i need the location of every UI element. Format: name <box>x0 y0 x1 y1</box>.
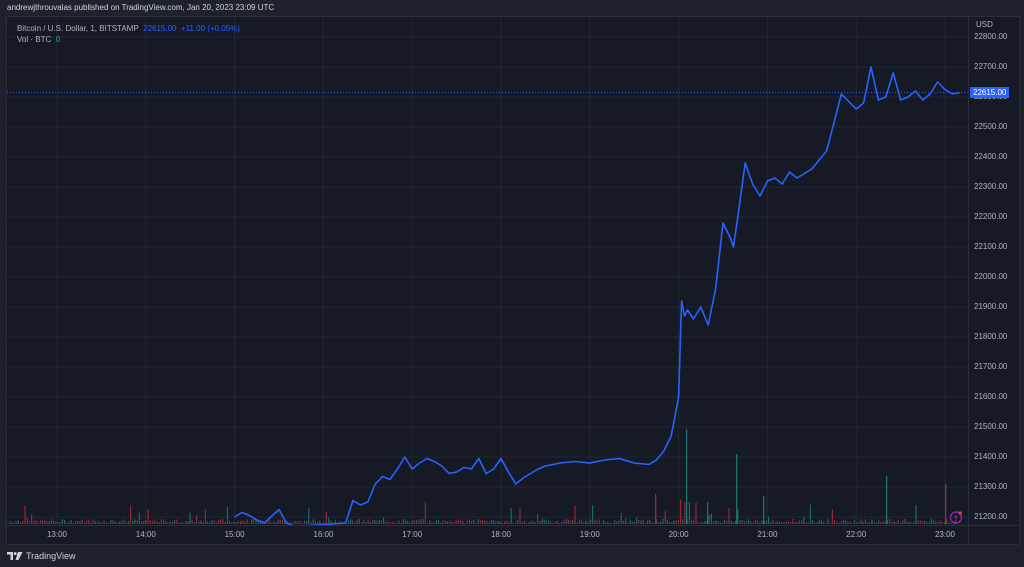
current-price-tag: 22615.00 <box>970 87 1010 98</box>
symbol-legend-row[interactable]: Bitcoin / U.S. Dollar, 1, BITSTAMP 22615… <box>17 23 240 34</box>
time-axis-label: 18:00 <box>490 530 512 539</box>
price-axis-label: 22200.00 <box>974 212 1008 221</box>
time-axis-label: 17:00 <box>402 530 423 539</box>
time-axis-label: 22:00 <box>846 530 867 539</box>
price-axis-label: 21300.00 <box>974 482 1008 491</box>
time-axis-label: 19:00 <box>579 530 600 539</box>
price-axis-label: 22800.00 <box>974 32 1008 41</box>
tradingview-logo-icon <box>7 551 23 560</box>
tradingview-brand: TradingView <box>26 551 76 561</box>
tradingview-logo[interactable]: TradingView <box>7 551 76 561</box>
price-change: +11.00 (+0.05%) <box>180 24 240 33</box>
price-axis-label: 21900.00 <box>974 302 1008 311</box>
volume-value: 0 <box>55 35 61 44</box>
symbol-name: Bitcoin / U.S. Dollar, 1, BITSTAMP <box>17 24 139 33</box>
time-axis-label: 16:00 <box>313 530 334 539</box>
time-axis-label: 13:00 <box>46 530 68 539</box>
time-axis-label: 20:00 <box>668 530 689 539</box>
price-axis-label: 21700.00 <box>974 362 1008 371</box>
volume-label: Vol · BTC <box>17 35 52 44</box>
time-axis-divider <box>7 525 1019 526</box>
currency-label: USD <box>976 20 993 29</box>
price-axis-label: 22400.00 <box>974 152 1008 161</box>
price-chart[interactable] <box>7 17 1019 544</box>
lightning-alert-icon[interactable] <box>949 510 963 524</box>
price-axis-label: 21600.00 <box>974 392 1008 401</box>
price-axis-divider <box>968 17 969 544</box>
chart-legend: Bitcoin / U.S. Dollar, 1, BITSTAMP 22615… <box>17 23 240 45</box>
published-caption: andrewjthrouvalas published on TradingVi… <box>7 3 275 12</box>
time-axis-label: 23:00 <box>934 530 956 539</box>
price-axis-label: 22100.00 <box>974 242 1008 251</box>
time-axis-label: 21:00 <box>757 530 778 539</box>
time-axis-label: 15:00 <box>224 530 245 539</box>
price-axis-label: 22000.00 <box>974 272 1008 281</box>
chart-pane[interactable]: Bitcoin / U.S. Dollar, 1, BITSTAMP 22615… <box>6 16 1020 545</box>
last-price: 22615.00 <box>143 24 177 33</box>
price-axis-label: 21400.00 <box>974 452 1008 461</box>
price-axis-label: 22700.00 <box>974 62 1008 71</box>
price-axis-label: 21500.00 <box>974 422 1008 431</box>
price-axis-label: 22300.00 <box>974 182 1008 191</box>
time-axis-label: 14:00 <box>135 530 156 539</box>
volume-legend-row[interactable]: Vol · BTC 0 <box>17 34 240 45</box>
price-axis-label: 22500.00 <box>974 122 1008 131</box>
price-axis-label: 21800.00 <box>974 332 1008 341</box>
price-axis-label: 21200.00 <box>974 512 1008 521</box>
price-line <box>234 66 960 525</box>
